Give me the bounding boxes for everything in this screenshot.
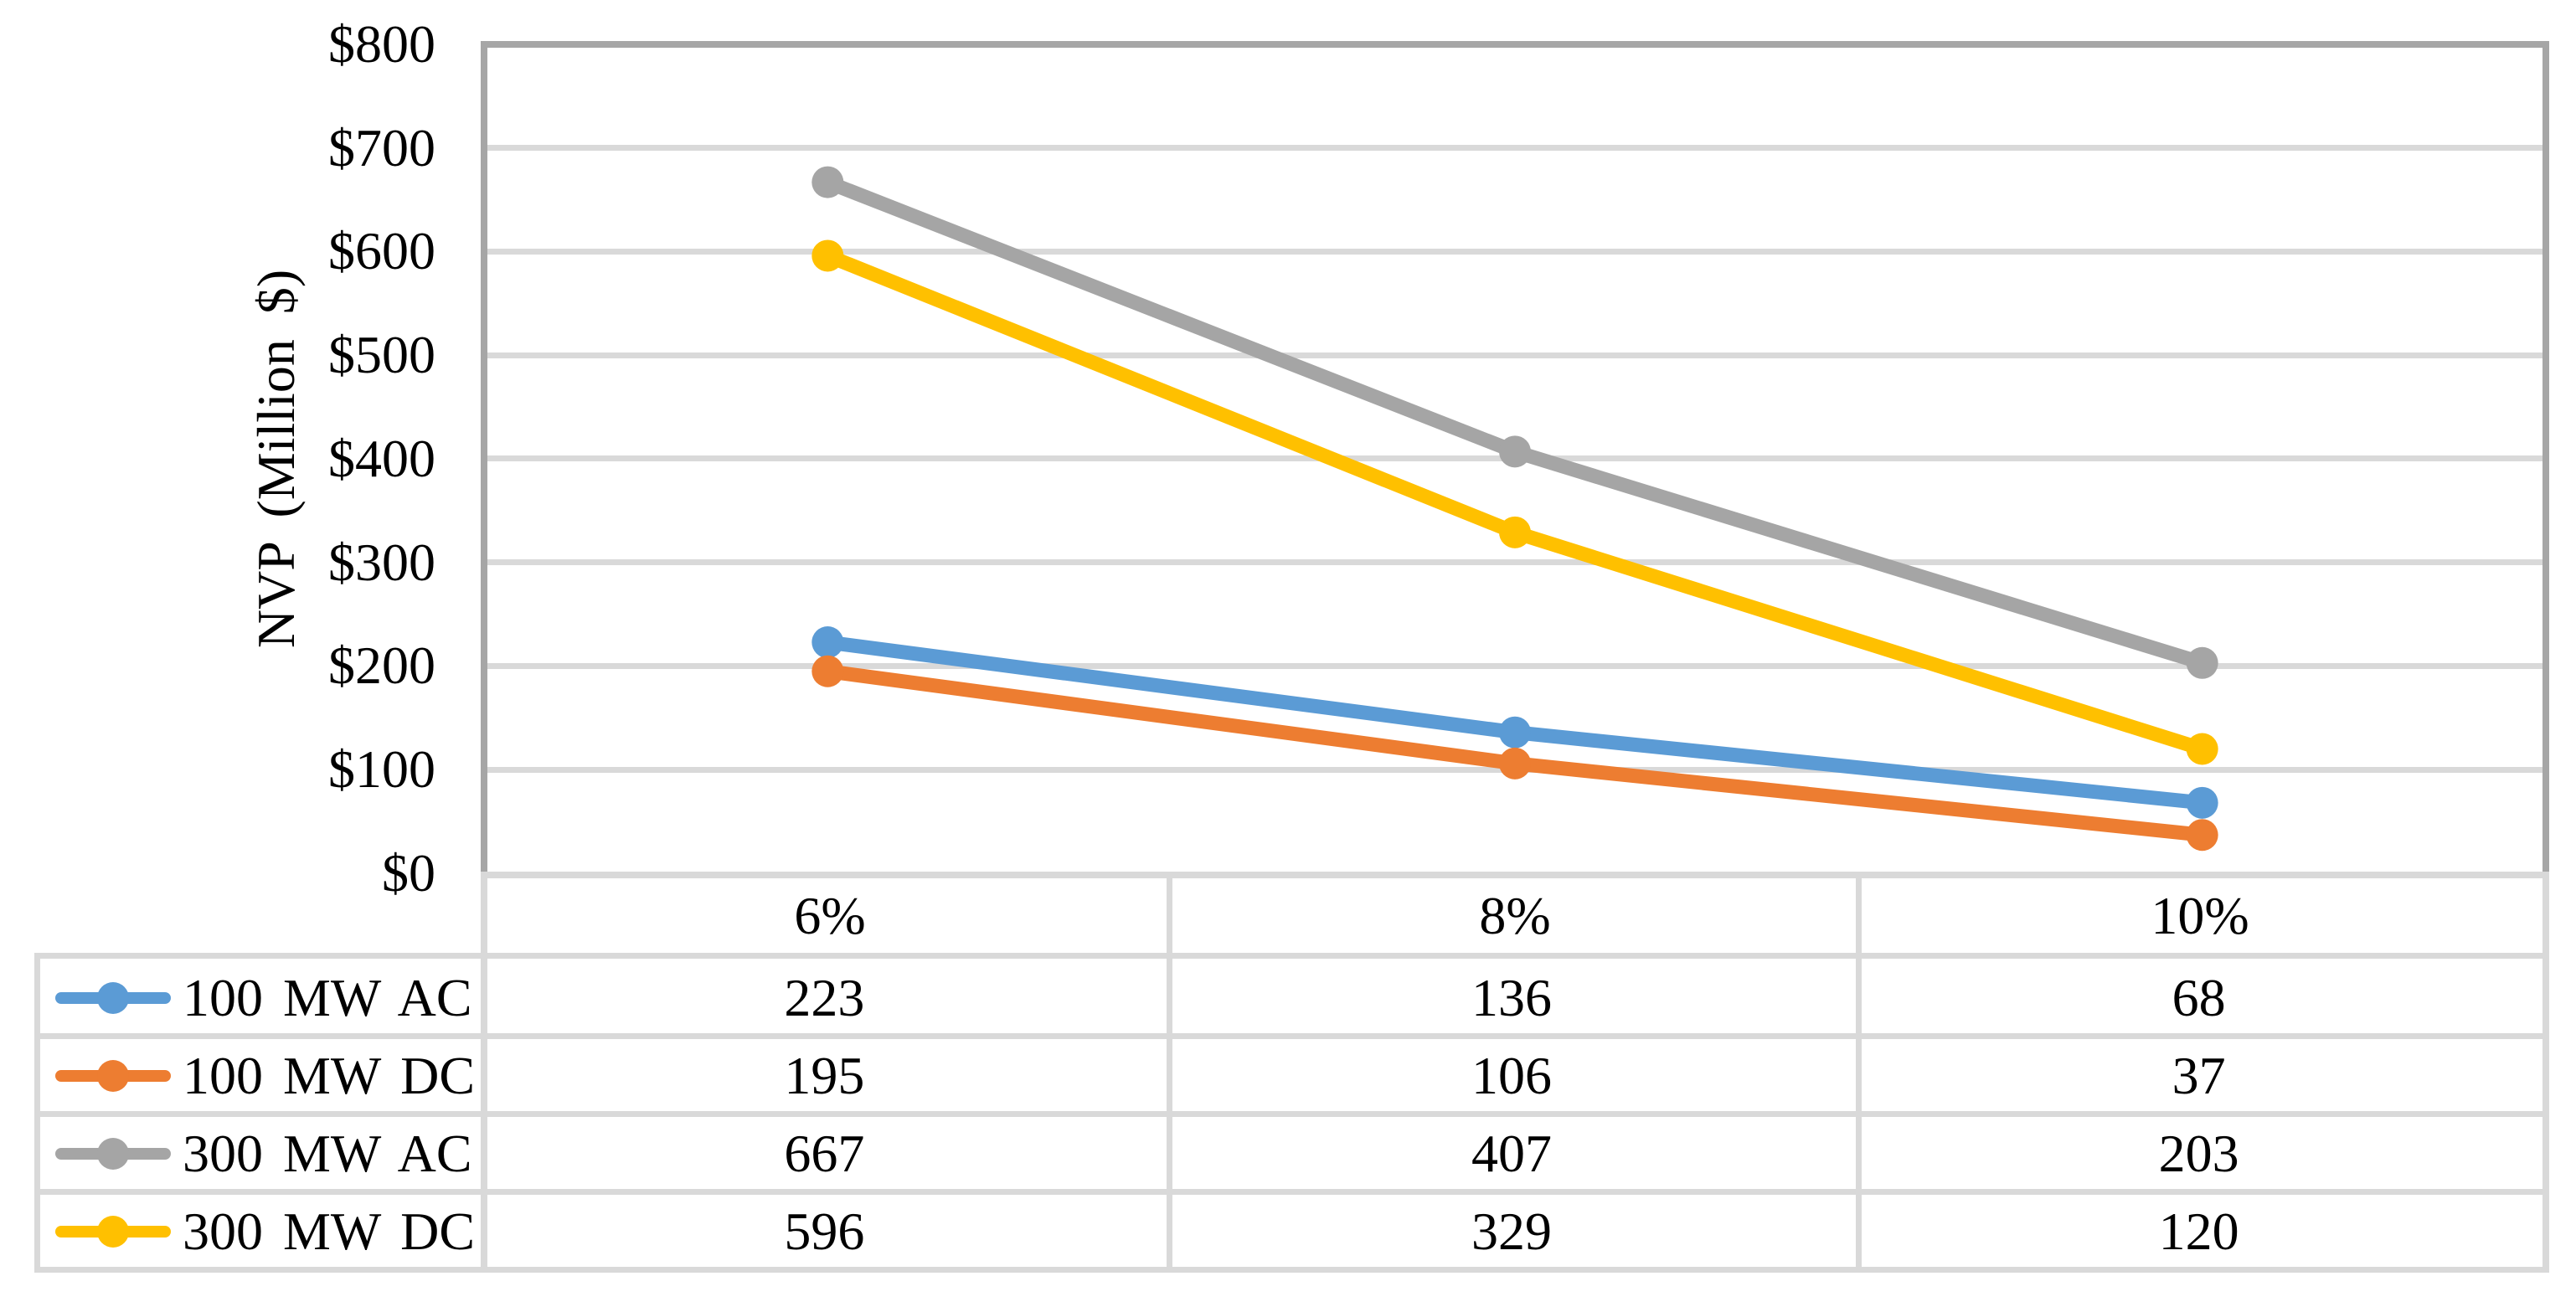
y-tick-label: $500 (328, 325, 435, 384)
table-cell: 106 (1471, 1045, 1552, 1105)
table-cell: 203 (2158, 1123, 2239, 1183)
y-tick-label: $0 (382, 843, 435, 903)
series-marker-icon (97, 1059, 129, 1092)
table-border (481, 875, 487, 1273)
data-point-marker (2186, 819, 2218, 852)
legend-label: 100 MW AC (183, 967, 472, 1027)
table-cell: 667 (784, 1123, 865, 1183)
y-axis-title: NVP (Million $) (246, 269, 306, 649)
data-point-marker (2186, 733, 2218, 765)
table-cell: 223 (784, 967, 865, 1027)
legend-label: 100 MW DC (183, 1045, 476, 1105)
legend-key-100-mw-dc (55, 1059, 171, 1093)
gridline (487, 249, 2543, 255)
data-point-marker (811, 655, 844, 687)
y-tick-label: $200 (328, 635, 435, 695)
y-tick-label: $400 (328, 429, 435, 488)
series-line-300-mw-ac (820, 175, 2210, 671)
legend-key-300-mw-dc (55, 1215, 171, 1248)
y-tick-label: $800 (328, 14, 435, 74)
table-border (34, 1189, 2549, 1195)
legend-item: 100 MW AC (40, 959, 481, 1037)
legend-key-300-mw-ac (55, 1137, 171, 1171)
legend-key-100-mw-ac (55, 981, 171, 1015)
y-tick-label: $300 (328, 533, 435, 592)
data-point-marker (1499, 516, 1531, 548)
table-header-row: 6% 8% 10% (487, 878, 2543, 953)
data-point-marker (2186, 646, 2218, 679)
x-category-label: 10% (2151, 885, 2249, 945)
x-category-label: 6% (794, 885, 866, 945)
table-border (34, 953, 2549, 959)
data-point-marker (1499, 747, 1531, 780)
data-table: 100 MW AC 223 136 68 100 MW DC 195 106 3… (40, 959, 2543, 1270)
table-cell: 195 (784, 1045, 865, 1105)
data-point-marker (811, 239, 844, 272)
series-marker-icon (97, 1137, 129, 1170)
plot-border-right (2543, 41, 2549, 875)
y-tick-label: $700 (328, 118, 435, 178)
y-tick-label: $600 (328, 221, 435, 280)
table-cell: 596 (784, 1201, 865, 1261)
table-border (1167, 875, 1172, 1273)
table-cell: 136 (1471, 967, 1552, 1027)
table-cell: 329 (1471, 1201, 1552, 1261)
x-category-label: 8% (1479, 885, 1551, 945)
data-point-marker (1499, 716, 1531, 749)
table-border (34, 953, 40, 1273)
y-tick-label: $100 (328, 739, 435, 799)
table-border (1856, 875, 1862, 1273)
y-axis-line (481, 41, 487, 875)
data-point-marker (1499, 435, 1531, 468)
table-border (2543, 875, 2549, 1273)
data-point-marker (811, 626, 844, 659)
data-point-marker (2186, 786, 2218, 819)
series-marker-icon (97, 981, 129, 1014)
table-border (34, 1033, 2549, 1039)
legend-label: 300 MW AC (183, 1123, 472, 1183)
plot-border-top (481, 41, 2549, 48)
gridline (487, 145, 2543, 151)
gridline (487, 559, 2543, 565)
legend-item: 100 MW DC (40, 1037, 481, 1114)
gridline (487, 352, 2543, 358)
table-cell: 407 (1471, 1123, 1552, 1183)
table-border (34, 1267, 2549, 1273)
series-marker-icon (97, 1215, 129, 1248)
legend-label: 300 MW DC (183, 1201, 476, 1261)
legend-item: 300 MW DC (40, 1192, 481, 1270)
data-point-marker (811, 166, 844, 198)
table-cell: 120 (2158, 1201, 2239, 1261)
table-cell: 68 (2172, 967, 2226, 1027)
table-cell: 37 (2172, 1045, 2226, 1105)
gridline (487, 663, 2543, 669)
table-border (34, 1111, 2549, 1117)
legend-item: 300 MW AC (40, 1114, 481, 1192)
x-axis-line (481, 872, 2549, 878)
